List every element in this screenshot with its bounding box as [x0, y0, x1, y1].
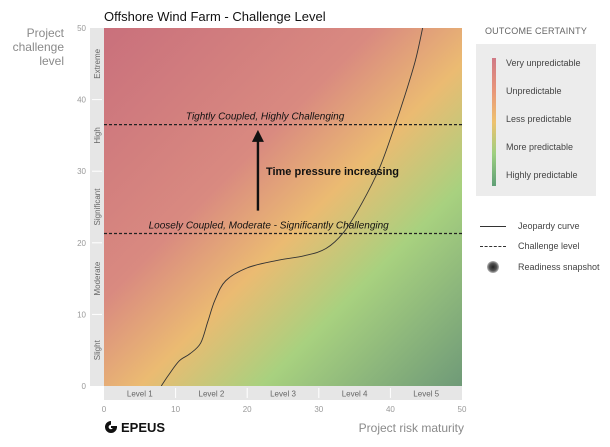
time-pressure-arrow-head: [251, 129, 264, 142]
key-snapshot-dot: [487, 261, 499, 273]
y-tick-label: 30: [77, 167, 86, 176]
y-tick-label: 50: [77, 24, 86, 33]
key-challenge-line: [480, 246, 506, 247]
y-tick-label: 0: [82, 382, 87, 391]
legend-color-bar: [492, 58, 496, 186]
key-jeopardy-label: Jeopardy curve: [518, 221, 580, 231]
x-band-label: Level 1: [127, 390, 153, 399]
x-band-label: Level 3: [270, 390, 296, 399]
y-band-label: Slight: [93, 339, 102, 360]
y-tick-label: 20: [77, 239, 86, 248]
y-axis-label: Project challenge level: [12, 26, 64, 68]
challenge-level-label: Tightly Coupled, Highly Challenging: [186, 112, 345, 123]
x-band-label: Level 4: [342, 390, 368, 399]
key-snapshot-label: Readiness snapshot: [518, 262, 600, 272]
x-band-label: Level 2: [199, 390, 225, 399]
legend-item-more-predictable: More predictable: [506, 142, 574, 152]
x-band-strip: [104, 386, 462, 400]
heatmap-base: [104, 28, 462, 386]
y-tick-label: 10: [77, 310, 86, 319]
x-axis-label: Project risk maturity: [358, 421, 464, 435]
legend-box: Very unpredictable Unpredictable Less pr…: [476, 44, 596, 196]
curve-group: [160, 28, 424, 386]
x-tick-label: 50: [458, 405, 467, 414]
x-tick-label: 0: [102, 405, 107, 414]
legend-item-unpredictable: Unpredictable: [506, 86, 562, 96]
legend-item-less-predictable: Less predictable: [506, 114, 572, 124]
key-challenge-label: Challenge level: [518, 241, 580, 251]
x-band-label: Level 5: [413, 390, 439, 399]
y-tick-label: 40: [77, 96, 86, 105]
x-tick-label: 20: [243, 405, 252, 414]
y-band-label: High: [93, 127, 102, 143]
challenge-level-label: Loosely Coupled, Moderate - Significantl…: [149, 220, 390, 231]
y-band-label: Moderate: [93, 261, 102, 295]
jeopardy-curve: [160, 28, 424, 386]
chart-title: Offshore Wind Farm - Challenge Level: [104, 9, 326, 24]
legend-item-very-unpredictable: Very unpredictable: [506, 58, 581, 68]
y-band-strip: [90, 28, 104, 386]
legend-title: OUTCOME CERTAINTY: [484, 26, 588, 36]
epeus-logo-icon: [105, 421, 117, 433]
x-tick-label: 40: [386, 405, 395, 414]
x-tick-label: 30: [314, 405, 323, 414]
legend-item-highly-predictable: Highly predictable: [506, 170, 578, 180]
y-band-label: Significant: [93, 188, 102, 226]
y-band-label: Extreme: [93, 48, 102, 78]
key-jeopardy-line: [480, 226, 506, 227]
time-pressure-label: Time pressure increasing: [266, 166, 399, 178]
x-tick-label: 10: [171, 405, 180, 414]
brand-name: EPEUS: [121, 420, 166, 435]
